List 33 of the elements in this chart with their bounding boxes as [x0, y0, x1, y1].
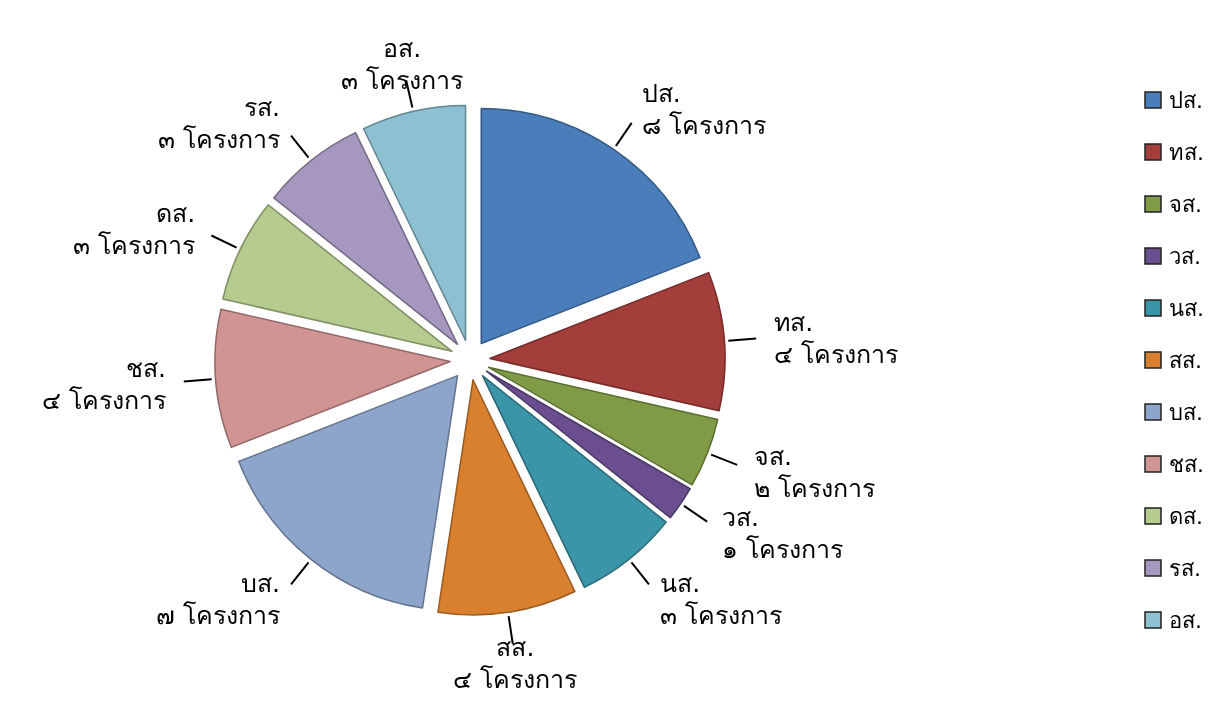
data-label: ๓ โครงการ: [73, 230, 196, 260]
legend-label: จส.: [1169, 192, 1202, 217]
slice-label: จส.: [753, 442, 792, 472]
legend-label: ปส.: [1169, 88, 1203, 113]
data-label: ๑ โครงการ: [722, 534, 843, 564]
legend-label: บส.: [1169, 400, 1203, 425]
data-label: ๓ โครงการ: [660, 601, 783, 631]
data-label: ๓ โครงการ: [157, 124, 280, 154]
data-label: ๓ โครงการ: [341, 65, 464, 95]
data-label: ๔ โครงการ: [41, 385, 166, 415]
slice-label: ปส.: [641, 79, 681, 108]
legend-label: นส.: [1169, 296, 1204, 321]
legend-label: ทส.: [1169, 140, 1204, 165]
data-label: ๔ โครงการ: [453, 664, 578, 694]
legend-label: วส.: [1169, 244, 1201, 269]
slice-label: สส.: [496, 632, 535, 662]
slice-label: นส.: [660, 569, 701, 599]
data-label: ๘ โครงการ: [641, 111, 766, 140]
legend-label: รส.: [1169, 556, 1201, 581]
legend-label: ชส.: [1169, 452, 1204, 477]
slice-label: ชส.: [125, 353, 166, 383]
slice-label: ทส.: [774, 308, 814, 338]
data-label: ๗ โครงการ: [155, 601, 280, 631]
legend-label: อส.: [1169, 608, 1202, 633]
slice-label: รส.: [243, 92, 280, 122]
data-label: ๒ โครงการ: [753, 474, 875, 504]
slice-label: บส.: [240, 569, 280, 599]
slice-label: วส.: [722, 502, 759, 532]
slice-label: ดส.: [156, 198, 196, 228]
legend-label: สส.: [1169, 348, 1202, 373]
legend-label: ดส.: [1169, 504, 1203, 529]
data-label: ๔ โครงการ: [774, 340, 899, 370]
slice-label: อส.: [383, 33, 422, 63]
